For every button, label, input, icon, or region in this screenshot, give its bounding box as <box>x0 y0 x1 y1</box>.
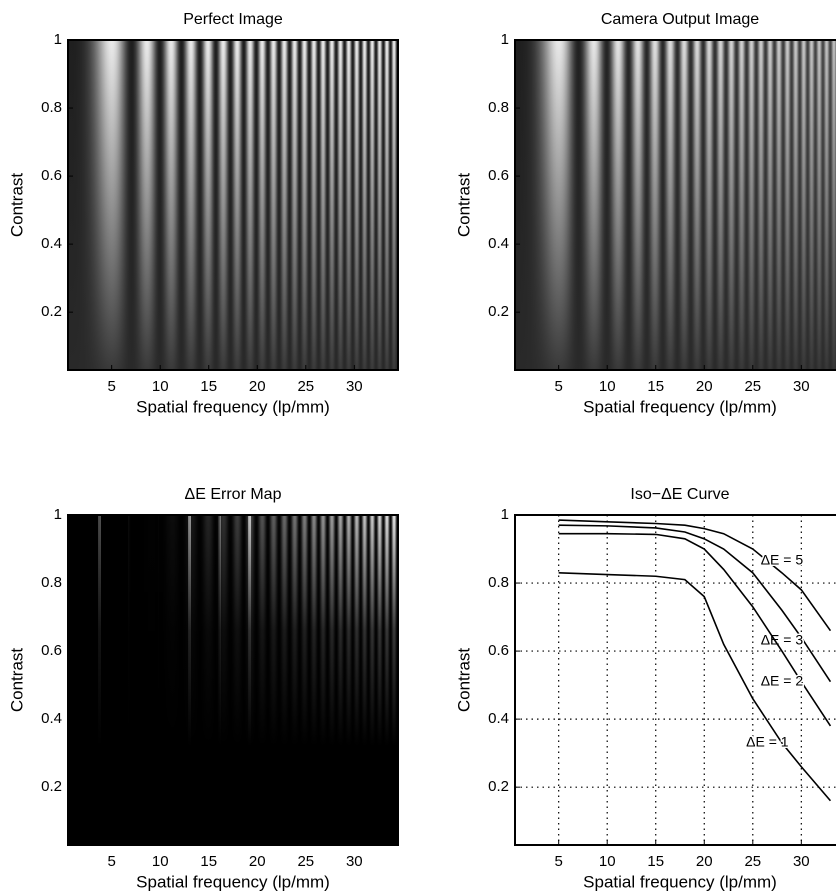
x-tick-label: 15 <box>200 853 217 870</box>
curve <box>558 532 832 727</box>
plot-background <box>515 515 836 845</box>
chart-title: Iso−ΔE Curve <box>630 486 729 503</box>
x-tick-label: 15 <box>647 853 664 870</box>
x-tick-label: 10 <box>152 853 169 870</box>
x-tick-label: 30 <box>793 853 810 870</box>
image-shade <box>68 40 398 370</box>
x-tick-label: 30 <box>346 378 363 395</box>
panel: 5 10 15 20 25 30 0.2 0.4 0.6 0.8 1 ΔE Error Map Spat… <box>7 486 399 891</box>
chart-title: ΔE Error Map <box>185 486 282 503</box>
x-tick-label: 10 <box>599 853 616 870</box>
image-shade <box>68 515 398 845</box>
x-tick-label: 20 <box>249 378 266 395</box>
plot-frame <box>67 514 399 846</box>
x-tick-label: 25 <box>744 853 761 870</box>
x-tick-label: 20 <box>249 853 266 870</box>
x-tick-label: 20 <box>696 378 713 395</box>
y-tick-label: 0.8 <box>41 574 62 591</box>
y-tick-label: 0.6 <box>488 167 509 184</box>
plot-frame <box>67 39 399 371</box>
x-tick-label: 5 <box>555 378 563 395</box>
y-tick-label: 0.4 <box>41 710 62 727</box>
curve <box>558 524 832 683</box>
panel: ΔE = 5 ΔE = 3 ΔE = 2 ΔE = 1 5 10 15 20 25 30 0.2 0.… <box>454 486 836 891</box>
x-axis-label: Spatial frequency (lp/mm) <box>136 872 330 891</box>
x-tick-label: 15 <box>200 378 217 395</box>
y-axis-label: Contrast <box>454 173 473 238</box>
curve-label: ΔE = 1 <box>746 734 789 750</box>
x-tick-label: 30 <box>346 853 363 870</box>
plot-frame <box>514 514 836 846</box>
x-tick-label: 30 <box>793 378 810 395</box>
y-axis-label: Contrast <box>7 648 26 713</box>
y-tick-label: 0.6 <box>41 167 62 184</box>
x-tick-label: 10 <box>599 378 616 395</box>
chart-title: Perfect Image <box>183 11 283 28</box>
y-tick-label: 0.8 <box>41 99 62 116</box>
y-tick-label: 0.2 <box>41 778 62 795</box>
y-axis-label: Contrast <box>454 648 473 713</box>
y-tick-label: 1 <box>501 31 509 48</box>
image <box>68 40 399 370</box>
x-tick-label: 25 <box>297 378 314 395</box>
x-axis-label: Spatial frequency (lp/mm) <box>583 397 777 416</box>
y-tick-label: 0.2 <box>488 778 509 795</box>
curve <box>558 519 832 632</box>
y-tick-label: 1 <box>54 31 62 48</box>
y-tick-label: 0.8 <box>488 99 509 116</box>
y-tick-label: 1 <box>54 506 62 523</box>
x-tick-label: 5 <box>108 853 116 870</box>
y-tick-label: 1 <box>501 506 509 523</box>
plot-frame <box>514 39 836 371</box>
x-tick-label: 5 <box>108 378 116 395</box>
panel: 5 10 15 20 25 30 0.2 0.4 0.6 0.8 1 Camera Output Im… <box>454 11 836 416</box>
y-tick-label: 0.2 <box>488 303 509 320</box>
x-axis-label: Spatial frequency (lp/mm) <box>583 872 777 891</box>
y-tick-label: 0.4 <box>41 235 62 252</box>
x-tick-label: 5 <box>555 853 563 870</box>
panel: 5 10 15 20 25 30 0.2 0.4 0.6 0.8 1 Perfect Image Spa… <box>7 11 399 416</box>
y-tick-label: 0.4 <box>488 235 509 252</box>
x-tick-label: 25 <box>297 853 314 870</box>
y-tick-label: 0.6 <box>488 642 509 659</box>
y-axis-label: Contrast <box>7 173 26 238</box>
curve-label: ΔE = 2 <box>761 672 804 688</box>
x-tick-label: 25 <box>744 378 761 395</box>
x-tick-label: 15 <box>647 378 664 395</box>
image <box>515 40 836 370</box>
image <box>68 515 399 845</box>
chart-title: Camera Output Image <box>601 11 759 28</box>
x-tick-label: 10 <box>152 378 169 395</box>
curve <box>558 572 832 802</box>
y-tick-label: 0.2 <box>41 303 62 320</box>
x-tick-label: 20 <box>696 853 713 870</box>
y-tick-label: 0.8 <box>488 574 509 591</box>
y-tick-label: 0.4 <box>488 710 509 727</box>
image-shade <box>515 40 836 370</box>
curve-label: ΔE = 3 <box>761 632 804 648</box>
x-axis-label: Spatial frequency (lp/mm) <box>136 397 330 416</box>
y-tick-label: 0.6 <box>41 642 62 659</box>
curve-label: ΔE = 5 <box>761 552 804 568</box>
